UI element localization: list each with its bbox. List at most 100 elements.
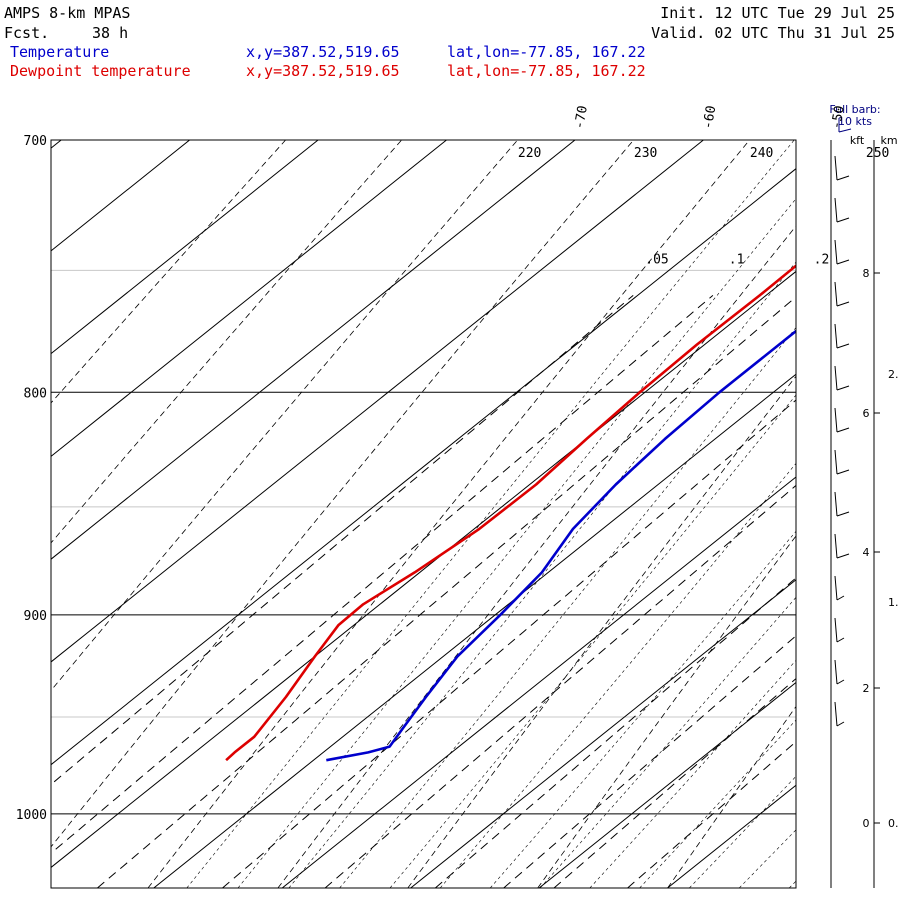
legend-dewpoint-xy: x,y=387.52,519.65 <box>246 62 400 80</box>
dry-adiabat <box>537 535 796 888</box>
legend-dewpoint-name: Dewpoint temperature <box>10 62 191 80</box>
legend-dewpoint-latlon: lat,lon=-77.85, 167.22 <box>447 62 646 80</box>
isotherm-label: -70 <box>572 105 591 131</box>
theta-label: 250 <box>866 146 889 161</box>
isotherm <box>51 140 62 149</box>
isotherm-label: -50 <box>829 105 848 131</box>
isotherm <box>410 579 796 888</box>
forecast-label: Fcst. <box>4 24 49 42</box>
wind-legend-line2: 10 kts <box>838 115 872 128</box>
pressure-tick-label: 800 <box>24 386 47 401</box>
mixing-ratio-line <box>503 635 796 888</box>
kft-label: 6 <box>863 407 870 420</box>
moist-adiabat <box>237 198 796 888</box>
wind-barb <box>834 407 850 433</box>
wind-legend-barb-flag <box>838 128 852 133</box>
moist-adiabat <box>589 659 796 888</box>
moist-adiabat <box>639 719 796 888</box>
mixing-ratio-label: .2 <box>814 252 830 267</box>
moist-adiabat <box>890 140 900 888</box>
init-time: Init. 12 UTC Tue 29 Jul 25 <box>660 4 895 22</box>
km-label: 2. <box>888 368 899 381</box>
pressure-tick-label: 900 <box>24 609 47 624</box>
wind-barb <box>834 491 850 517</box>
mixing-ratio-line <box>51 295 714 854</box>
wind-profile: 8 6 4 2 0 2. 1. 0. <box>830 140 899 888</box>
kft-label: 8 <box>863 267 870 280</box>
temperature-profile <box>326 329 796 762</box>
plot-frame <box>50 139 797 889</box>
wind-legend-line1: Full barb: <box>829 103 880 116</box>
moist-adiabat <box>186 140 795 888</box>
dry-adiabat <box>51 140 518 692</box>
isotherm <box>51 140 447 458</box>
mixing-ratio-line <box>222 399 796 888</box>
kft-header: kft <box>850 134 865 147</box>
isotherm <box>153 373 796 888</box>
isotherm <box>51 140 576 560</box>
valid-time: Valid. 02 UTC Thu 31 Jul 25 <box>651 24 895 42</box>
mixing-ratio-label: .1 <box>729 252 745 267</box>
dry-adiabat <box>277 225 796 888</box>
km-header: km <box>880 134 897 147</box>
theta-label: 220 <box>518 146 541 161</box>
legend-temperature-name: Temperature <box>10 43 109 61</box>
isotherm <box>51 168 796 766</box>
isotherm <box>51 270 796 869</box>
forecast-hours: 38 h <box>92 24 128 42</box>
isotherm <box>51 140 319 355</box>
axis-labels: 7008009001000-70-60-50-40-30-20-10010220… <box>16 105 889 889</box>
wind-barb <box>834 659 845 685</box>
dry-adiabat <box>147 140 750 888</box>
mixing-ratio-line <box>627 741 796 888</box>
isotherm <box>51 140 704 663</box>
mixing-ratio-line <box>324 484 796 888</box>
moist-adiabat <box>439 462 796 888</box>
wind-barb <box>834 239 850 265</box>
mixing-ratio-line <box>51 295 634 786</box>
moist-adiabat <box>539 596 796 888</box>
wind-barb <box>834 575 845 601</box>
mixing-ratio-label: .05 <box>645 252 668 267</box>
model-title: AMPS 8-km MPAS <box>4 4 130 22</box>
isotherm <box>281 476 796 888</box>
wind-barb <box>834 323 850 349</box>
isotherm <box>667 784 796 888</box>
dewpoint-profile <box>225 264 796 762</box>
dry-adiabat <box>51 140 634 848</box>
dry-adiabat <box>407 375 796 888</box>
plot-area <box>51 140 900 888</box>
wind-barb <box>834 533 850 559</box>
theta-label: 230 <box>634 146 657 161</box>
wind-barb <box>834 197 850 223</box>
dry-adiabat <box>51 140 402 544</box>
wind-barb <box>834 449 850 475</box>
moist-adiabat <box>288 261 796 888</box>
dry-adiabat <box>667 705 796 888</box>
moist-adiabat <box>489 530 796 888</box>
km-label: 1. <box>888 596 899 609</box>
wind-barb <box>834 701 845 727</box>
theta-label: 240 <box>750 146 773 161</box>
km-label: 0. <box>888 817 899 830</box>
kft-label: 4 <box>863 546 870 559</box>
wind-barb <box>834 617 845 643</box>
isotherm-label: -60 <box>701 105 720 131</box>
kft-label: 2 <box>863 682 870 695</box>
wind-barb <box>834 281 850 307</box>
pressure-tick-label: 1000 <box>16 808 47 823</box>
moist-adiabat <box>689 775 796 888</box>
wind-barb <box>834 365 850 391</box>
legend-temperature-xy: x,y=387.52,519.65 <box>246 43 400 61</box>
mixing-ratio-line <box>434 577 796 888</box>
pressure-tick-label: 700 <box>24 134 47 149</box>
mixing-ratio-line <box>97 296 796 888</box>
moist-adiabat <box>788 880 796 888</box>
moist-adiabat <box>839 140 900 888</box>
isotherm <box>51 140 190 252</box>
isotherm <box>795 887 796 888</box>
legend-temperature-latlon: lat,lon=-77.85, 167.22 <box>447 43 646 61</box>
isotherm <box>538 681 796 888</box>
kft-label: 0 <box>863 817 870 830</box>
